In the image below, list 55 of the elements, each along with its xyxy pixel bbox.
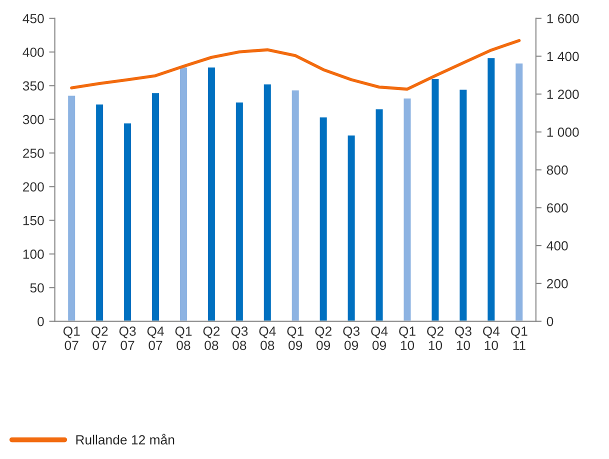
legend-label: Rullande 12 mån xyxy=(76,434,174,445)
bar xyxy=(66,94,76,322)
x-tick-label: Q4 09 xyxy=(371,326,388,350)
y2-tick-label: 1 200 xyxy=(547,90,579,100)
x-tick-label: Q3 07 xyxy=(119,326,136,350)
line-series xyxy=(70,38,521,91)
y2-tick-label: 1 400 xyxy=(547,52,579,62)
x-tick-label: Q2 09 xyxy=(315,326,332,350)
y-tick-label: 350 xyxy=(22,81,44,91)
bar xyxy=(318,116,328,322)
y-tick-label: 300 xyxy=(22,114,44,124)
bar xyxy=(486,56,496,322)
bar xyxy=(514,62,524,322)
bar xyxy=(458,88,468,322)
bar xyxy=(346,134,356,322)
x-tick-label: Q1 07 xyxy=(63,326,80,350)
x-tick-label: Q1 09 xyxy=(287,326,304,350)
x-tick-label: Q1 11 xyxy=(510,326,528,350)
y-tick-label: 400 xyxy=(22,48,44,57)
y2-tick-label: 200 xyxy=(547,279,568,288)
y2-tick-label: 0 xyxy=(546,316,554,326)
x-tick-label: Q4 07 xyxy=(147,326,164,350)
x-tick-label: Q2 07 xyxy=(91,326,108,350)
x-tick-label: Q3 10 xyxy=(455,326,472,350)
x-tick-label: Q1 10 xyxy=(399,326,416,350)
y2-tick-label: 400 xyxy=(546,241,568,250)
x-tick-label: Q3 08 xyxy=(231,326,248,350)
y-tick-label: 250 xyxy=(23,148,44,158)
y-tick-label: 100 xyxy=(23,250,44,259)
bar xyxy=(290,89,300,322)
y2-tick-label: 800 xyxy=(546,165,568,175)
bar xyxy=(262,82,272,322)
bar xyxy=(430,78,440,322)
bar xyxy=(150,92,160,322)
bar xyxy=(122,122,132,322)
y-tick-label: 200 xyxy=(23,182,44,192)
bar xyxy=(178,66,188,322)
bar xyxy=(234,101,244,322)
bar xyxy=(94,103,104,322)
x-tick-label: Q2 08 xyxy=(203,326,220,350)
bar xyxy=(402,97,412,322)
bar xyxy=(374,108,384,322)
y2-tick-label: 1 000 xyxy=(547,128,579,137)
bar xyxy=(206,66,216,322)
y2-tick-label: 600 xyxy=(547,203,568,213)
y-tick-label: 0 xyxy=(38,316,44,326)
y-tick-label: 150 xyxy=(23,216,44,226)
y-tick-label: 450 xyxy=(22,14,44,24)
x-tick-label: Q2 10 xyxy=(427,326,444,350)
y-tick-label: 50 xyxy=(30,283,44,293)
y2-tick-label: 1 600 xyxy=(547,14,579,24)
x-tick-label: Q4 08 xyxy=(259,326,276,350)
x-tick-label: Q4 10 xyxy=(482,326,500,350)
x-tick-label: Q1 08 xyxy=(175,326,192,350)
x-tick-label: Q3 09 xyxy=(343,326,360,350)
